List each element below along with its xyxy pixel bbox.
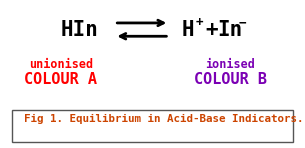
Text: unionised: unionised	[29, 58, 93, 71]
Text: H: H	[181, 20, 194, 40]
Text: In: In	[218, 20, 243, 40]
Text: HIn: HIn	[60, 20, 98, 40]
Text: ionised: ionised	[205, 58, 255, 71]
Text: +: +	[206, 20, 218, 40]
Text: COLOUR A: COLOUR A	[24, 72, 98, 87]
Text: Fig 1. Equilibrium in Acid-Base Indicators.: Fig 1. Equilibrium in Acid-Base Indicato…	[24, 114, 304, 124]
Text: COLOUR B: COLOUR B	[194, 72, 267, 87]
Text: +: +	[196, 16, 203, 29]
FancyBboxPatch shape	[12, 110, 293, 142]
Text: −: −	[238, 16, 246, 29]
